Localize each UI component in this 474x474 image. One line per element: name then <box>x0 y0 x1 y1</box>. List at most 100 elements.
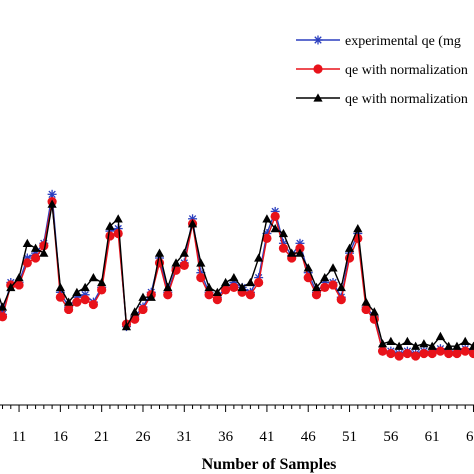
series-2-point <box>88 299 99 310</box>
legend-swatch-marker <box>313 93 323 102</box>
series-2-point <box>229 282 239 292</box>
x-tick-label: 41 <box>259 429 274 445</box>
series-3-point <box>328 263 338 272</box>
series-2-point <box>353 233 363 243</box>
series-3-point <box>72 287 82 296</box>
series-3-point <box>113 214 123 223</box>
series-3-point <box>435 331 446 341</box>
legend-label: qe with normalization <box>345 92 468 107</box>
series-3-point <box>344 243 355 252</box>
legend-entry-1: experimental qe (mg <box>296 34 461 49</box>
series-2-point <box>105 231 115 241</box>
series-2-point <box>419 348 429 359</box>
series-3-point <box>55 282 65 292</box>
series-2-point <box>30 253 41 263</box>
series-3-point <box>64 297 74 306</box>
series-3-point <box>311 282 322 292</box>
x-tick-label: 26 <box>135 429 151 445</box>
series-3-point <box>254 253 264 262</box>
series-2-point <box>138 304 148 315</box>
series-2-point <box>113 228 123 239</box>
series-3-point <box>278 228 289 238</box>
series-3-point <box>237 282 247 292</box>
x-tick-label: 11 <box>12 429 26 445</box>
series-3-point <box>402 336 412 345</box>
series-3-point <box>460 336 470 345</box>
series-3-point <box>369 307 379 316</box>
x-tick-label: 56 <box>383 429 399 445</box>
series-3-point <box>6 282 16 292</box>
series-2-point <box>328 280 338 290</box>
series-3-point <box>212 287 222 296</box>
series-2-point <box>55 292 65 302</box>
series-3-point <box>427 341 437 350</box>
series-2-point <box>204 290 214 300</box>
series-2-point <box>411 351 421 361</box>
series-3-point <box>105 221 115 230</box>
series-2-point <box>130 314 140 324</box>
series-2-point <box>270 211 280 221</box>
x-axis: 11 16 21 26 31 36 41 46 51 56 61 66 <box>0 404 474 445</box>
x-tick-label: 31 <box>177 429 192 445</box>
series-2-point <box>179 260 189 270</box>
series-3-point <box>187 219 198 228</box>
series-3-point <box>336 282 346 292</box>
series-3-point <box>320 273 330 282</box>
x-tick-label: 46 <box>301 429 317 445</box>
series-3-point <box>229 273 239 282</box>
series-3-point <box>0 302 8 311</box>
series-2-point <box>468 348 474 359</box>
x-tick-label: 16 <box>53 429 69 445</box>
series-3-point <box>196 258 206 267</box>
series-3-point <box>303 263 313 272</box>
series-3-point <box>47 199 57 208</box>
legend-swatch-marker <box>313 35 323 45</box>
series-3-point <box>179 248 189 257</box>
x-tick-label: 61 <box>425 429 440 445</box>
series-2-point <box>72 297 82 307</box>
series-1-line <box>0 194 474 355</box>
series-2-point <box>245 290 255 300</box>
series-2-point <box>262 233 272 243</box>
series-2-point <box>336 295 346 305</box>
series-3-point <box>287 248 297 257</box>
x-axis-title: Number of Samples <box>202 456 337 473</box>
series-2-point <box>295 243 305 253</box>
series-2-point <box>64 304 74 315</box>
series-2-point <box>377 346 388 356</box>
series-3-point <box>353 224 363 233</box>
legend: experimental qe (mg qe with normalization… <box>296 34 468 107</box>
series-3-point <box>138 292 148 301</box>
series-3-point <box>386 336 396 345</box>
legend-label: qe with normalization <box>345 63 468 78</box>
series-2-point <box>386 348 396 359</box>
series-layer <box>0 189 474 361</box>
series-3-point <box>22 238 32 247</box>
series-3-point <box>361 297 371 306</box>
series-3-point <box>163 282 173 292</box>
series-1 <box>0 189 474 359</box>
series-3-point <box>154 248 165 257</box>
series-3-point <box>171 258 181 267</box>
series-3-point <box>444 341 454 350</box>
series-3-point <box>270 224 280 233</box>
series-3-point <box>30 243 41 252</box>
series-2-point <box>0 312 8 322</box>
series-3-point <box>411 341 421 350</box>
series-3-point <box>452 341 462 350</box>
series-2-point <box>444 348 454 359</box>
series-3-point <box>245 277 255 287</box>
series-2-point <box>97 285 107 295</box>
x-tick-label: 66 <box>466 429 474 445</box>
series-3-point <box>262 214 272 223</box>
legend-entry-3: qe with normalization <box>296 92 468 107</box>
series-3-point <box>97 277 107 287</box>
series-2-point <box>427 348 437 359</box>
series-2-point <box>320 282 330 292</box>
x-tick-label: 51 <box>342 429 357 445</box>
series-3 <box>0 199 474 350</box>
series-2-point <box>80 295 90 305</box>
series-2-point <box>212 295 222 305</box>
series-2-point <box>196 273 206 283</box>
